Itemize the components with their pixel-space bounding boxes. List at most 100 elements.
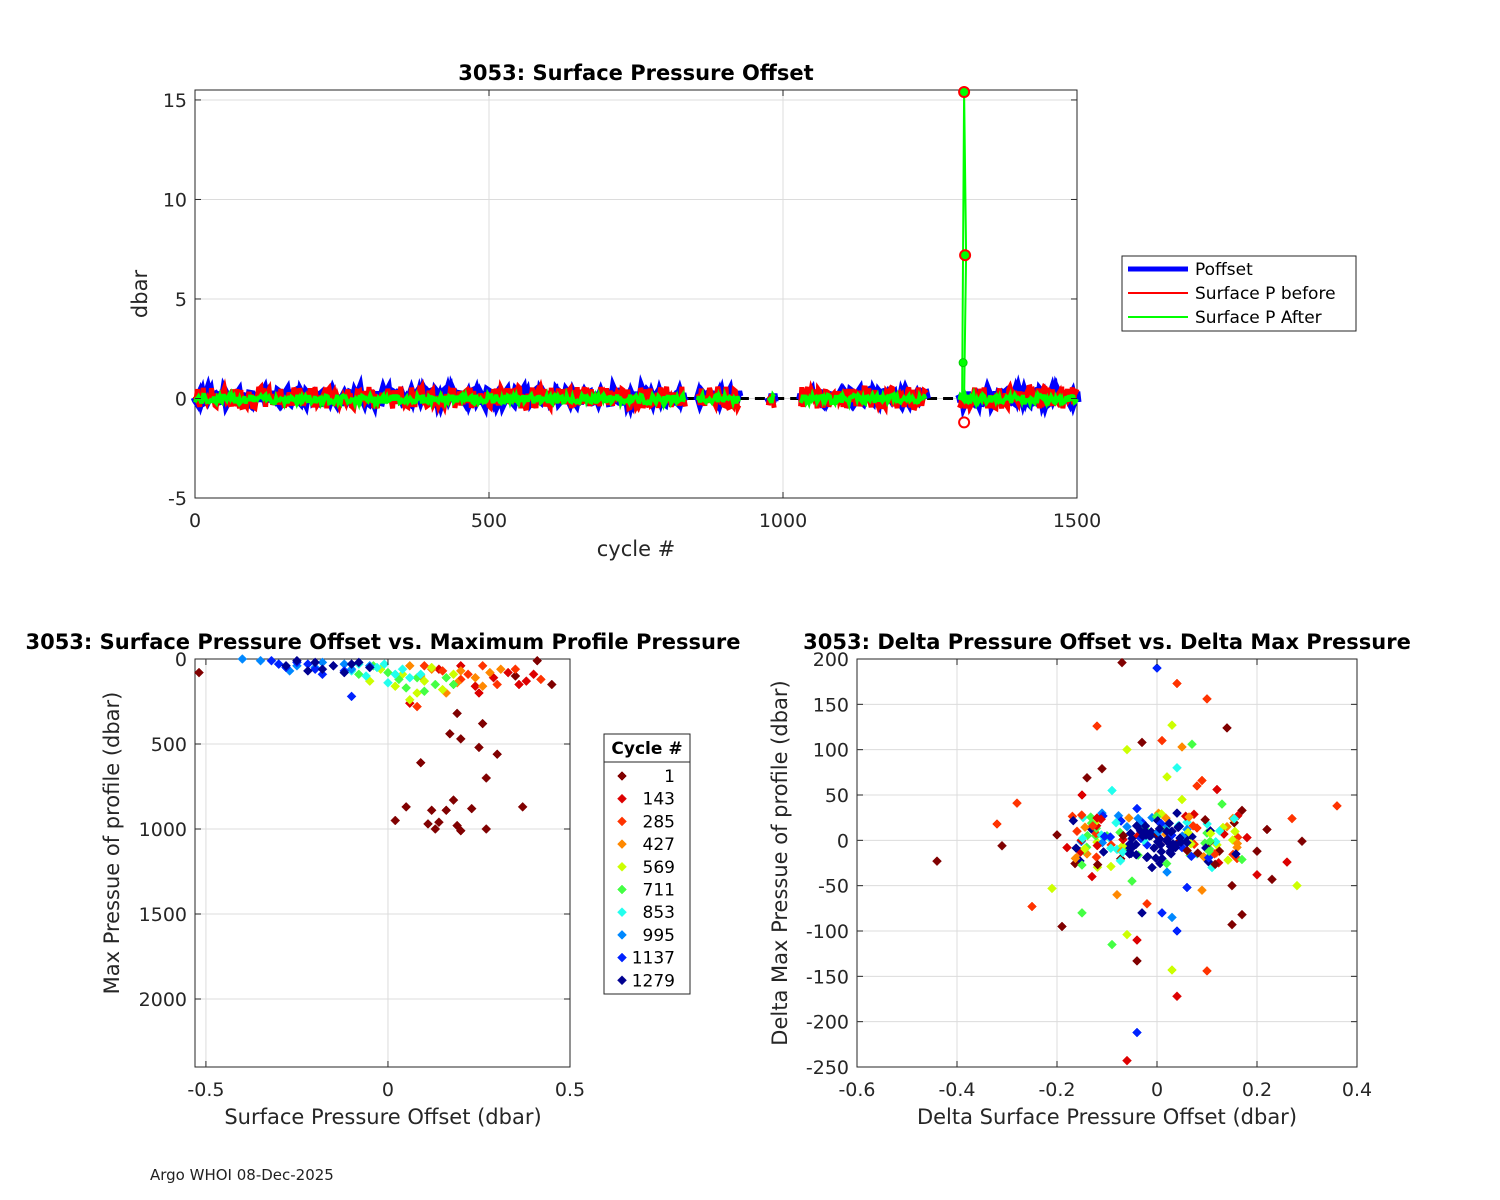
y-tick-label: 0 — [175, 649, 187, 671]
scatter-point — [1164, 818, 1175, 829]
scatter-point — [1150, 853, 1161, 864]
y-tick-label: 500 — [151, 734, 187, 756]
p1-xlabel: cycle # — [597, 537, 676, 561]
scatter-point — [1203, 852, 1214, 863]
scatter-point — [237, 654, 248, 664]
scatter-point — [452, 708, 462, 719]
p3-xlabel: Delta Surface Pressure Offset (dbar) — [917, 1105, 1297, 1129]
legend-marker — [617, 839, 627, 849]
scatter-point — [1197, 775, 1207, 786]
scatter-point — [1077, 860, 1087, 870]
x-tick-label: 1500 — [1053, 510, 1101, 532]
scatter-point — [434, 817, 444, 828]
scatter-point — [546, 679, 557, 690]
scatter-point — [430, 679, 441, 690]
legend-marker — [617, 930, 627, 940]
legend-label: 995 — [643, 926, 675, 946]
scatter-point — [1214, 826, 1225, 836]
y-tick-label: 50 — [825, 785, 849, 807]
footer-credit: Argo WHOI 08-Dec-2025 — [150, 1166, 334, 1184]
y-tick-label: -50 — [818, 876, 849, 898]
p1-title: 3053: Surface Pressure Offset — [458, 61, 813, 85]
scatter-point — [423, 819, 433, 829]
scatter-point — [1212, 784, 1222, 795]
scatter-point — [492, 679, 503, 690]
x-tick-label: 0 — [382, 1079, 394, 1101]
scatter-point — [492, 749, 503, 760]
scatter-point — [1105, 843, 1116, 854]
spike-point — [958, 85, 971, 98]
scatter-point — [1262, 824, 1272, 835]
scatter-point — [474, 688, 484, 698]
scatter-point — [1122, 744, 1132, 755]
scatter-point — [1077, 790, 1087, 800]
scatter-point — [328, 660, 339, 671]
scatter-point — [1184, 812, 1194, 822]
scatter-point — [1127, 842, 1138, 853]
legend-label: 143 — [643, 790, 675, 810]
scatter-point — [1087, 871, 1097, 882]
scatter-point — [932, 856, 942, 867]
y-tick-label: 0 — [175, 388, 187, 410]
scatter-point — [466, 803, 477, 814]
scatter-point — [281, 660, 291, 671]
spike-point — [959, 249, 972, 262]
scatter-point — [1227, 919, 1237, 930]
scatter-point — [1077, 833, 1088, 844]
scatter-point — [1112, 889, 1122, 900]
scatter-point — [1172, 808, 1182, 818]
scatter-point — [1197, 885, 1207, 896]
y-tick-label: -150 — [806, 966, 849, 988]
scatter-point — [1111, 817, 1121, 828]
scatter-point — [1187, 739, 1197, 750]
scatter-point — [1182, 837, 1192, 848]
scatter-point — [1202, 966, 1212, 976]
p1-data — [190, 85, 1082, 429]
x-tick-label: 500 — [471, 510, 507, 532]
scatter-point — [1157, 735, 1167, 746]
scatter-point — [310, 657, 320, 668]
scatter-point — [419, 686, 430, 697]
scatter-point — [1072, 826, 1082, 837]
scatter-point — [390, 669, 401, 680]
panel-offset-vs-maxpressure: -0.5 0 0.5 0 500 1000 1500 2000 3053: Surface P… — [25, 630, 740, 1129]
scatter-point — [415, 757, 426, 768]
legend-marker — [617, 861, 627, 872]
p3-title: 3053: Delta Pressure Offset vs. Delta Ma… — [803, 630, 1411, 654]
scatter-point — [1082, 830, 1093, 841]
scatter-point — [317, 664, 328, 675]
scatter-point — [1077, 908, 1087, 918]
scatter-point — [1122, 1055, 1132, 1066]
panel-delta-offset-vs-delta-max: -0.6 -0.4 -0.2 0 0.2 0.4 -250 -200 -150 -100 -50 0 5… — [768, 630, 1411, 1129]
scatter-point — [364, 662, 375, 673]
scatter-point — [1287, 813, 1297, 824]
y-tick-label: -250 — [806, 1057, 849, 1079]
scatter-point — [1149, 843, 1159, 853]
scatter-point — [455, 734, 466, 744]
scatter-point — [415, 669, 426, 680]
scatter-point — [255, 655, 266, 666]
spike-point-before — [958, 416, 971, 429]
scatter-point — [474, 742, 484, 753]
scatter-point — [390, 815, 401, 826]
scatter-point — [463, 669, 473, 680]
scatter-point — [1122, 821, 1132, 832]
scatter-point — [1124, 813, 1134, 823]
scatter-point — [1057, 921, 1067, 932]
scatter-point — [997, 840, 1007, 851]
scatter-point — [470, 681, 481, 692]
scatter-point — [1242, 832, 1252, 843]
series-surface-p-after — [798, 388, 928, 411]
scatter-point — [404, 694, 415, 705]
series-surface-p-after — [766, 390, 776, 404]
scatter-point — [1167, 965, 1177, 975]
legend-label: 1137 — [632, 949, 675, 969]
scatter-point — [1131, 839, 1141, 850]
scatter-point — [1076, 810, 1087, 820]
scatter-point — [1070, 853, 1081, 864]
scatter-point — [1252, 869, 1262, 880]
scatter-point — [1161, 858, 1172, 869]
scatter-point — [477, 681, 488, 692]
